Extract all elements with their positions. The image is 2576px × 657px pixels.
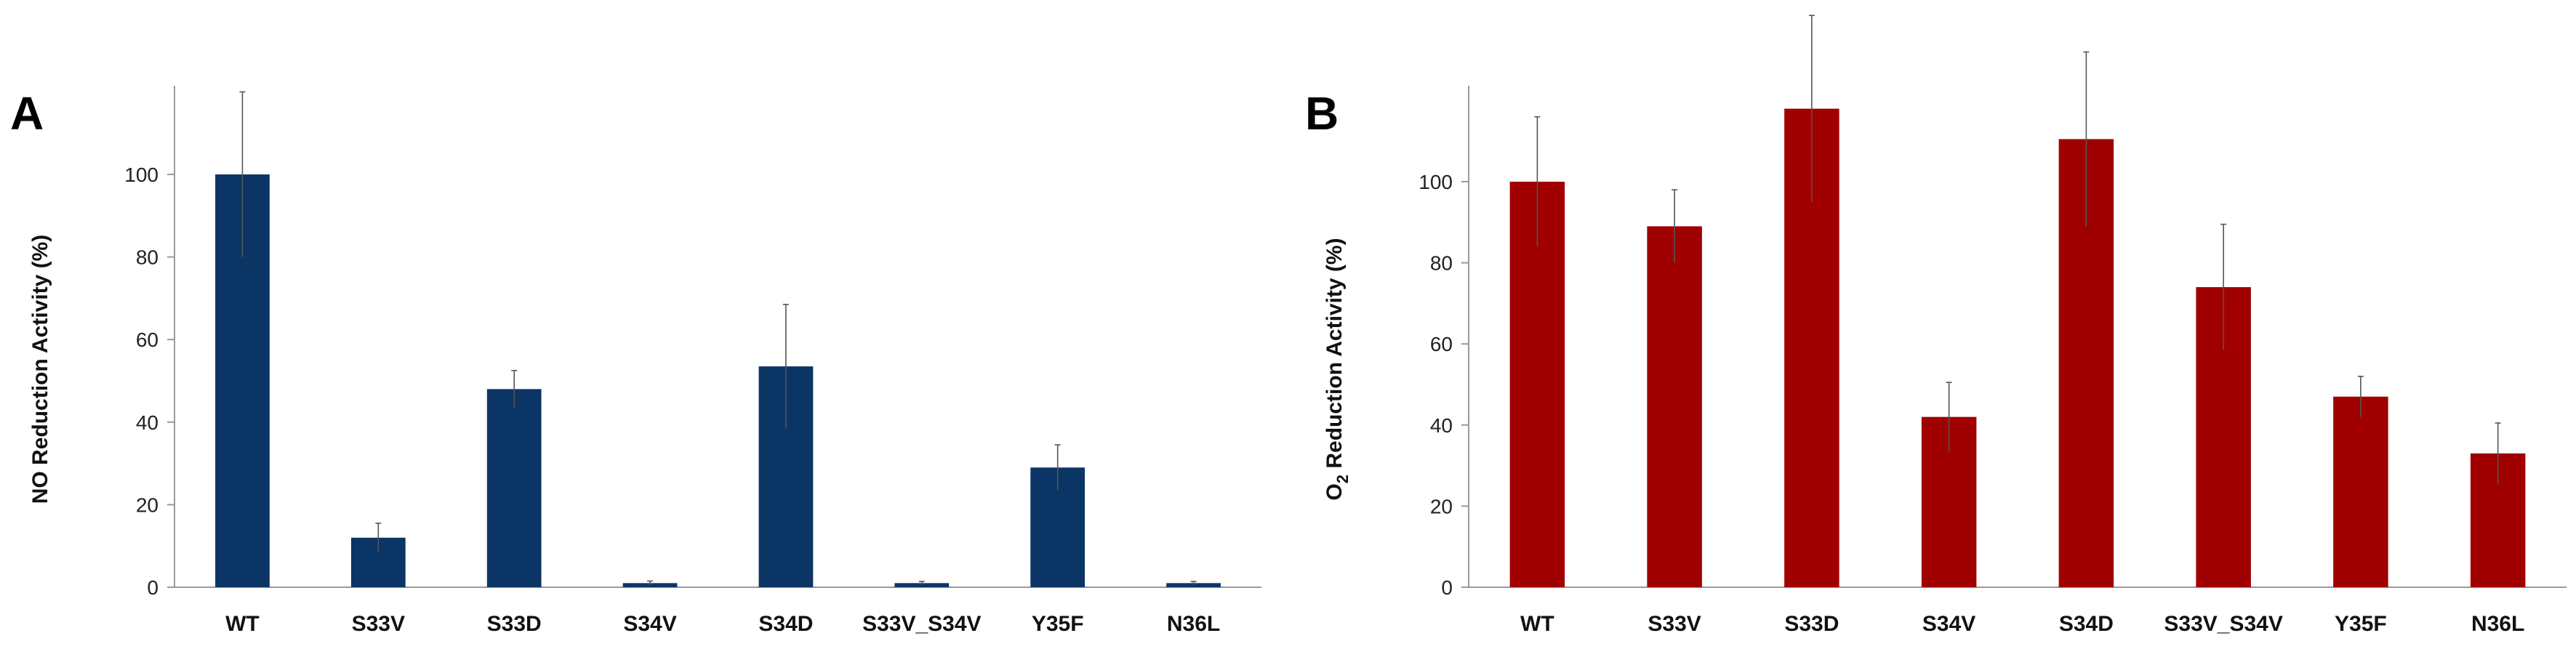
panel-b-y-axis-label: O2 Reduction Activity (%) — [1323, 238, 1352, 500]
panel-a: A NO Reduction Activity (%) 0 20 40 60 80 100… — [10, 86, 1261, 636]
panel-a-category-label: S34V — [623, 612, 676, 636]
panel-b-category-label: WT — [1520, 612, 1554, 636]
panel-a-bar — [1166, 583, 1221, 587]
panel-b: B O2 Reduction Activity (%) 0 20 40 60 80 100… — [1305, 15, 2567, 636]
panel-b-category-label: Y35F — [2335, 612, 2387, 636]
panel-a-y-tick-label: 20 — [136, 493, 159, 516]
panel-a-y-tick-label: 100 — [124, 164, 159, 186]
panel-b-category-label: S34V — [1922, 612, 1975, 636]
panel-b-y-tick-label: 40 — [1430, 414, 1453, 437]
panel-a-letter: A — [10, 87, 44, 140]
panel-a-y-tick-label: 40 — [136, 411, 159, 434]
panel-b-category-label: S33V_S34V — [2164, 612, 2282, 636]
panel-b-category-label: S34D — [2059, 612, 2114, 636]
panel-a-category-label: S33D — [487, 612, 542, 636]
panel-b-y-tick-label: 0 — [1441, 576, 1453, 599]
panel-a-bar — [894, 583, 950, 587]
panel-b-category-label: N36L — [2471, 612, 2524, 636]
panel-a-bar — [486, 389, 542, 587]
panel-b-y-axis-label-subscript: 2 — [1333, 475, 1352, 483]
panel-b-y-tick-label: 80 — [1430, 252, 1453, 275]
panel-a-bar — [622, 583, 678, 587]
panel-a-category-label: WT — [225, 612, 260, 636]
panel-b-y-tick-label: 100 — [1419, 171, 1453, 193]
panel-a-y-tick-label: 0 — [147, 576, 159, 599]
panel-b-bar — [1509, 182, 1565, 587]
panel-a-y-tick-label: 60 — [136, 328, 159, 351]
panel-a-category-label: S34D — [758, 612, 813, 636]
panel-a-y-tick-label: 80 — [136, 246, 159, 269]
panel-b-y-tick-label: 60 — [1430, 333, 1453, 355]
panel-b-y-tick-label: 20 — [1430, 495, 1453, 517]
panel-a-category-label: S33V — [352, 612, 405, 636]
panel-b-y-axis-label-rest: Reduction Activity (%) — [1323, 238, 1347, 475]
panel-b-y-axis-label-o: O — [1323, 483, 1347, 500]
panel-b-category-label: S33V — [1648, 612, 1701, 636]
panel-b-bar — [2333, 396, 2388, 587]
panel-a-category-label: Y35F — [1032, 612, 1084, 636]
panel-b-letter: B — [1305, 87, 1339, 140]
panel-b-bar — [1647, 226, 1702, 587]
panel-a-category-label: S33V_S34V — [862, 612, 981, 636]
panel-a-category-label: N36L — [1167, 612, 1220, 636]
panel-b-category-label: S33D — [1784, 612, 1839, 636]
panel-a-y-axis-label: NO Reduction Activity (%) — [28, 235, 52, 504]
